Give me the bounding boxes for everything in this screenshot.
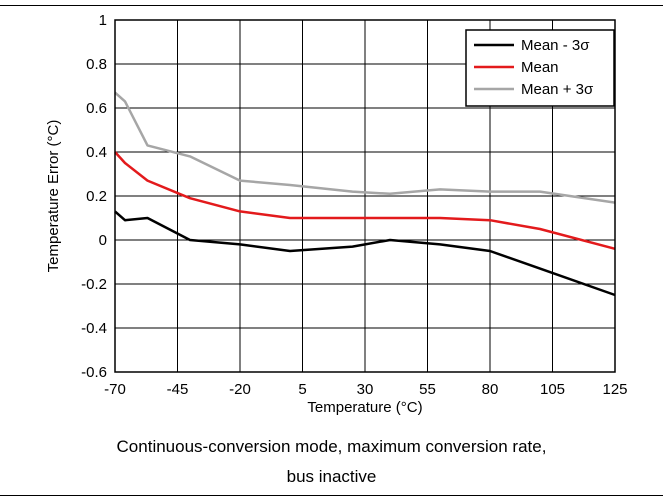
x-axis-label: Temperature (°C): [307, 399, 422, 416]
series-line-mean: [114, 151, 616, 251]
y-tick-labels: 1 0.8 0.6 0.4 0.2 0 -0.2 -0.4 -0.6: [81, 12, 107, 381]
y-tick-label: -0.4: [81, 320, 107, 337]
x-tick-label: 30: [357, 381, 374, 398]
legend-label: Mean - 3σ: [521, 37, 590, 54]
x-tick-label: -70: [104, 381, 126, 398]
y-tick-label: 1: [99, 12, 107, 29]
temperature-error-chart: -70 -45 -20 5 30 55 80 105 125 1 0.8 0.6 0.4 0.2 0 -0.…: [45, 12, 628, 416]
x-tick-labels: -70 -45 -20 5 30 55 80 105 125: [104, 381, 627, 398]
y-tick-label: -0.2: [81, 276, 107, 293]
x-tick-label: -20: [229, 381, 251, 398]
caption-line-1: Continuous-conversion mode, maximum conv…: [116, 437, 547, 456]
x-tick-label: 5: [298, 381, 306, 398]
legend-label: Mean + 3σ: [521, 81, 594, 98]
y-tick-label: 0.4: [86, 144, 107, 161]
series-line-mean-plus-3sigma: [114, 91, 616, 204]
y-tick-label: 0: [99, 232, 107, 249]
bottom-rule: [0, 495, 663, 496]
y-tick-label: 0.8: [86, 56, 107, 73]
series-lines: [114, 91, 616, 297]
x-tick-label: 105: [540, 381, 565, 398]
x-tick-label: -45: [167, 381, 189, 398]
plot-frame: [114, 19, 616, 373]
x-tick-label: 125: [602, 381, 627, 398]
y-tick-label: -0.6: [81, 364, 107, 381]
x-tick-label: 55: [419, 381, 436, 398]
legend: Mean - 3σ Mean Mean + 3σ: [465, 29, 615, 107]
y-tick-label: 0.6: [86, 100, 107, 117]
legend-label: Mean: [521, 59, 559, 76]
y-tick-label: 0.2: [86, 188, 107, 205]
series-line-mean-minus-3sigma: [114, 210, 616, 297]
x-tick-label: 80: [482, 381, 499, 398]
y-axis-label: Temperature Error (°C): [45, 120, 62, 273]
caption-line-2: bus inactive: [286, 467, 377, 486]
top-rule: [0, 5, 663, 6]
